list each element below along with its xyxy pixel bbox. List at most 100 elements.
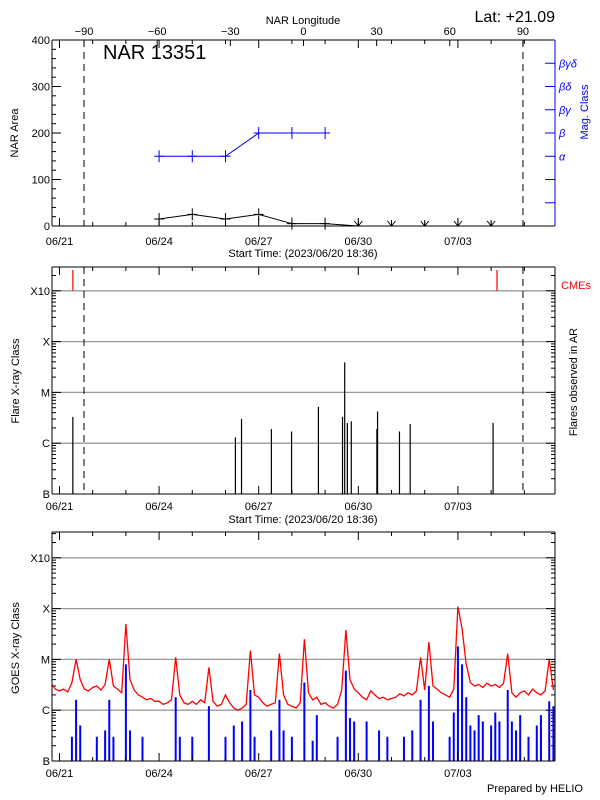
p2-x-tick-label: 06/21 (46, 501, 74, 513)
p3-x-tick-label: 06/30 (345, 768, 373, 780)
area-point (187, 208, 198, 221)
area-point-below-limit (486, 220, 496, 227)
flare-y-tick-label: X (43, 337, 51, 349)
goes-short-spike (427, 685, 430, 761)
goes-short-spike (353, 721, 356, 761)
top-axis-title: NAR Longitude (266, 15, 341, 27)
flare-y-tick-label: C (42, 438, 50, 450)
goes-short-spike (448, 736, 451, 761)
mag-class-tick-label: α (559, 151, 566, 163)
area-point-below-limit (387, 220, 396, 227)
mag-class-line (159, 132, 326, 157)
goes-short-spike (129, 730, 132, 761)
area-point (286, 217, 297, 230)
p1-x-tick-label: 06/30 (345, 236, 373, 248)
goes-short-spike (282, 730, 285, 761)
p1-x-tick-label: 06/24 (145, 236, 173, 248)
goes-y-tick-label: M (41, 654, 50, 666)
longitude-tick-label: 0 (300, 26, 306, 38)
latitude-label: Lat: +21.09 (474, 9, 555, 26)
goes-short-spike (552, 706, 555, 761)
mag-class-tick-label: βδ (558, 82, 572, 94)
goes-short-spike (344, 670, 347, 761)
goes-short-spike (519, 715, 522, 761)
goes-short-spike (386, 736, 389, 761)
goes-short-spike (141, 736, 144, 761)
goes-short-spike (469, 725, 472, 761)
goes-short-spike (290, 736, 293, 761)
mag-class-point (220, 150, 231, 163)
area-point-below-limit (353, 220, 363, 227)
goes-short-spike (548, 701, 551, 761)
goes-short-spike (411, 730, 414, 761)
p3-x-tick-label: 06/21 (46, 768, 74, 780)
longitude-tick-label: 30 (371, 26, 383, 38)
goes-y-tick-label: X (43, 604, 51, 616)
mag-class-point (320, 127, 331, 139)
goes-short-spike (461, 664, 464, 761)
goes-short-spike (174, 697, 177, 761)
goes-short-spike (241, 721, 244, 761)
mag-class-point (154, 150, 165, 163)
goes-short-spike (452, 712, 455, 761)
goes-short-spike (490, 725, 493, 761)
flare-y-tick-label: X10 (30, 286, 50, 298)
area-point-below-limit (420, 220, 430, 227)
goes-short-spike (535, 725, 538, 761)
goes-short-spike (249, 689, 252, 761)
longitude-tick-label: −30 (221, 26, 240, 38)
goes-short-spike (510, 721, 513, 761)
goes-short-spike (402, 736, 405, 761)
goes-short-spike (253, 736, 256, 761)
goes-short-spike (315, 715, 318, 761)
goes-short-spike (539, 715, 542, 761)
y2-axis-title-flares-ar: Flares observed in AR (568, 328, 580, 436)
area-y-tick-label: 200 (32, 128, 50, 140)
p2-x-tick-label: 06/24 (145, 501, 173, 513)
area-point (220, 213, 231, 226)
cme-label: CMEs (561, 280, 591, 292)
area-y-tick-label: 100 (32, 175, 50, 187)
x-axis-title-2: Start Time: (2023/06/20 18:36) (228, 514, 377, 526)
p1-x-tick-label: 06/27 (245, 236, 273, 248)
longitude-tick-label: 60 (444, 26, 456, 38)
goes-short-spike (70, 736, 73, 761)
area-point (320, 217, 331, 230)
mag-class-tick-label: βγ (558, 105, 572, 117)
goes-short-spike (178, 736, 181, 761)
goes-short-spike (506, 689, 509, 761)
panel-goes: B C M X X10 06/21 06/24 06/27 06/30 07/03 (30, 531, 556, 780)
goes-short-spike (498, 721, 501, 761)
mag-class-point (253, 127, 264, 139)
panel-flares: B C M X X10 06/21 06/24 06/27 06/30 07/03 (30, 266, 556, 513)
goes-short-spike (95, 736, 98, 761)
region-title: NAR 13351 (103, 42, 206, 64)
area-y-tick-label: 400 (32, 35, 50, 47)
goes-short-spike (527, 736, 530, 761)
footer-credit: Prepared by HELIO (487, 783, 583, 795)
longitude-tick-label: −60 (148, 26, 167, 38)
p2-x-tick-label: 06/27 (245, 501, 273, 513)
goes-short-spike (75, 699, 78, 761)
mag-class-point (286, 127, 297, 139)
longitude-tick-label: 90 (517, 26, 529, 38)
goes-short-spike (207, 706, 210, 761)
area-point (154, 213, 165, 226)
goes-short-spike (112, 736, 115, 761)
p3-x-tick-label: 06/27 (245, 768, 273, 780)
goes-short-spike (108, 699, 111, 761)
goes-y-tick-label: X10 (30, 553, 50, 565)
goes-y-tick-label: B (43, 756, 50, 768)
longitude-tick-label: −90 (75, 26, 94, 38)
goes-short-spike (191, 736, 194, 761)
goes-short-spike (278, 699, 281, 761)
goes-short-spike (477, 715, 480, 761)
flare-y-tick-label: B (43, 489, 50, 501)
goes-short-spike (432, 721, 435, 761)
area-y-tick-label: 0 (44, 221, 50, 233)
goes-short-spike (473, 730, 476, 761)
goes-short-spike (365, 721, 368, 761)
p3-x-tick-label: 07/03 (444, 768, 472, 780)
